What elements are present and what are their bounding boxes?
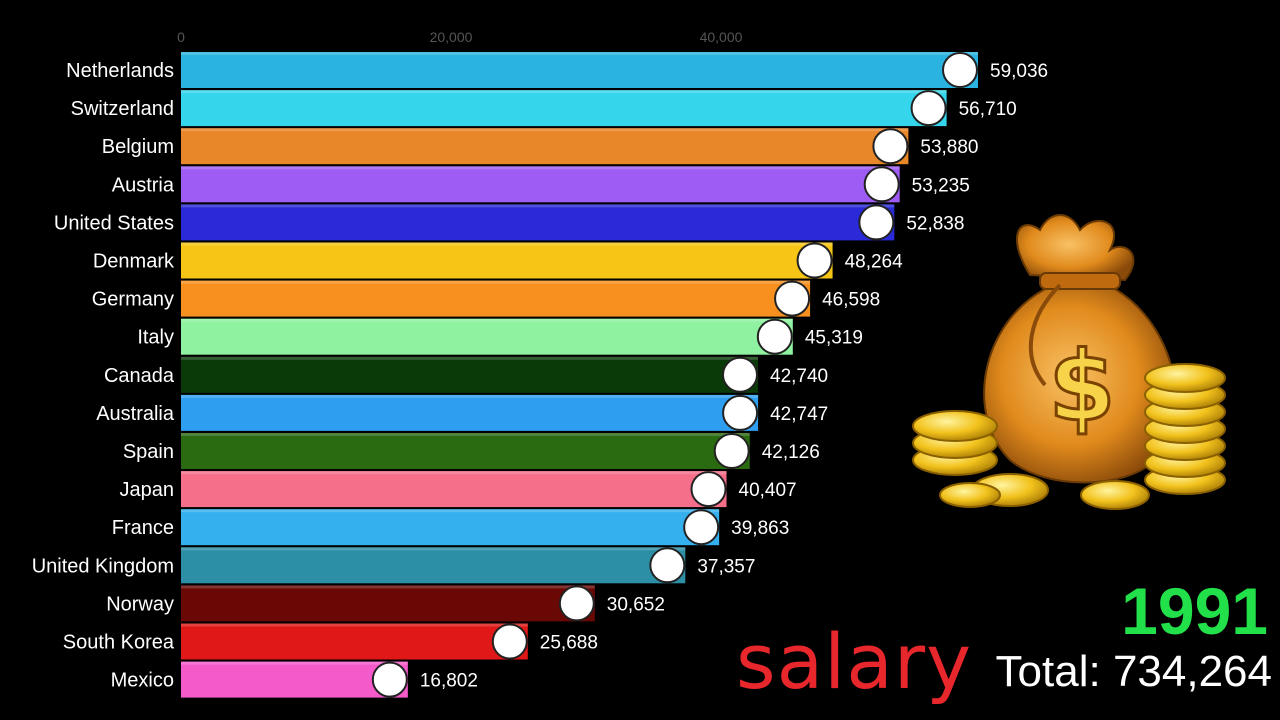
switzerland-flag-icon	[910, 90, 947, 127]
bar-highlight	[181, 356, 759, 360]
bar	[181, 661, 408, 698]
value-label: 59,036	[990, 61, 1048, 82]
value-label: 56,710	[959, 99, 1017, 120]
category-label: Mexico	[111, 670, 174, 692]
value-label: 46,598	[822, 290, 880, 311]
category-label: Canada	[104, 365, 175, 387]
x-tick-label: 40,000	[700, 29, 743, 45]
bar-highlight	[181, 280, 811, 284]
value-label: 42,747	[770, 404, 828, 425]
bar-highlight	[181, 90, 947, 94]
category-label: France	[112, 517, 174, 539]
bar-highlight	[181, 242, 833, 246]
value-label: 30,652	[607, 594, 665, 615]
category-label: South Korea	[63, 632, 175, 654]
category-label: Austria	[112, 174, 175, 196]
value-label: 37,357	[697, 556, 755, 577]
x-tick-label: 0	[177, 29, 185, 45]
italy-flag-icon	[756, 318, 793, 355]
mexico-flag-icon	[371, 661, 408, 698]
category-label: Norway	[106, 593, 174, 615]
category-label: Netherlands	[66, 60, 174, 82]
bar-highlight	[181, 585, 595, 589]
norway-flag-icon	[558, 585, 595, 622]
category-label: United Kingdom	[32, 555, 174, 577]
bar-highlight	[181, 128, 909, 132]
austria-flag-icon	[863, 166, 900, 203]
svg-text:$: $	[1049, 331, 1116, 443]
south-korea-flag-icon	[491, 623, 528, 660]
denmark-flag-icon	[796, 242, 833, 279]
value-label: 16,802	[420, 671, 478, 692]
category-label: Switzerland	[71, 98, 174, 120]
bar	[181, 547, 686, 584]
bar	[181, 318, 793, 355]
value-label: 40,407	[739, 480, 797, 501]
bar	[181, 471, 727, 508]
value-label: 42,126	[762, 442, 820, 463]
bar	[181, 394, 759, 431]
total-readout: Total: 734,264	[996, 650, 1272, 694]
value-label: 25,688	[540, 633, 598, 654]
bar-highlight	[181, 661, 408, 665]
bar-highlight	[181, 394, 759, 398]
bar-highlight	[181, 318, 793, 322]
bar-highlight	[181, 433, 750, 436]
germany-flag-icon	[774, 280, 811, 317]
money-bag-icon: $	[912, 214, 1226, 510]
bar-highlight	[181, 166, 900, 170]
bar	[181, 90, 947, 127]
bar	[181, 52, 978, 88]
chart-caption: salary	[736, 617, 973, 706]
spain-flag-icon	[713, 433, 750, 469]
bar-highlight	[181, 509, 720, 513]
bar-highlight	[181, 623, 528, 627]
category-label: Spain	[123, 441, 174, 463]
australia-flag-icon	[722, 394, 759, 431]
netherlands-flag-icon	[942, 52, 978, 88]
belgium-flag-icon	[872, 128, 909, 165]
category-label: Australia	[96, 403, 175, 425]
bar	[181, 623, 528, 660]
france-flag-icon	[683, 509, 720, 546]
canada-flag-icon	[722, 356, 759, 393]
value-label: 53,880	[920, 137, 978, 158]
value-label: 52,838	[906, 213, 964, 234]
united-kingdom-flag-icon	[649, 547, 686, 584]
category-label: Belgium	[102, 136, 174, 158]
category-label: Germany	[92, 289, 174, 311]
united-states-flag-icon	[858, 204, 895, 241]
category-label: United States	[54, 212, 174, 234]
bar	[181, 509, 720, 546]
value-label: 53,235	[912, 175, 970, 196]
bar	[181, 585, 595, 622]
bar	[181, 433, 750, 469]
category-label: Italy	[137, 327, 174, 349]
bar-highlight	[181, 204, 895, 208]
value-label: 39,863	[731, 518, 789, 539]
bar	[181, 356, 759, 393]
x-tick-label: 20,000	[430, 29, 473, 45]
bar-highlight	[181, 471, 727, 475]
total-label: Total:	[995, 647, 1101, 696]
bar-highlight	[181, 52, 978, 55]
bar	[181, 128, 909, 165]
value-label: 48,264	[845, 252, 904, 273]
bar	[181, 166, 900, 203]
value-label: 42,740	[770, 366, 828, 387]
total-value: 734,264	[1112, 647, 1272, 696]
category-label: Denmark	[93, 251, 175, 273]
year-label: 1991	[1121, 574, 1268, 648]
japan-flag-icon	[690, 471, 727, 508]
bar	[181, 242, 833, 279]
category-label: Japan	[120, 479, 175, 501]
bar	[181, 204, 895, 241]
value-label: 45,319	[805, 328, 863, 349]
bar	[181, 280, 811, 317]
bar-highlight	[181, 547, 686, 551]
